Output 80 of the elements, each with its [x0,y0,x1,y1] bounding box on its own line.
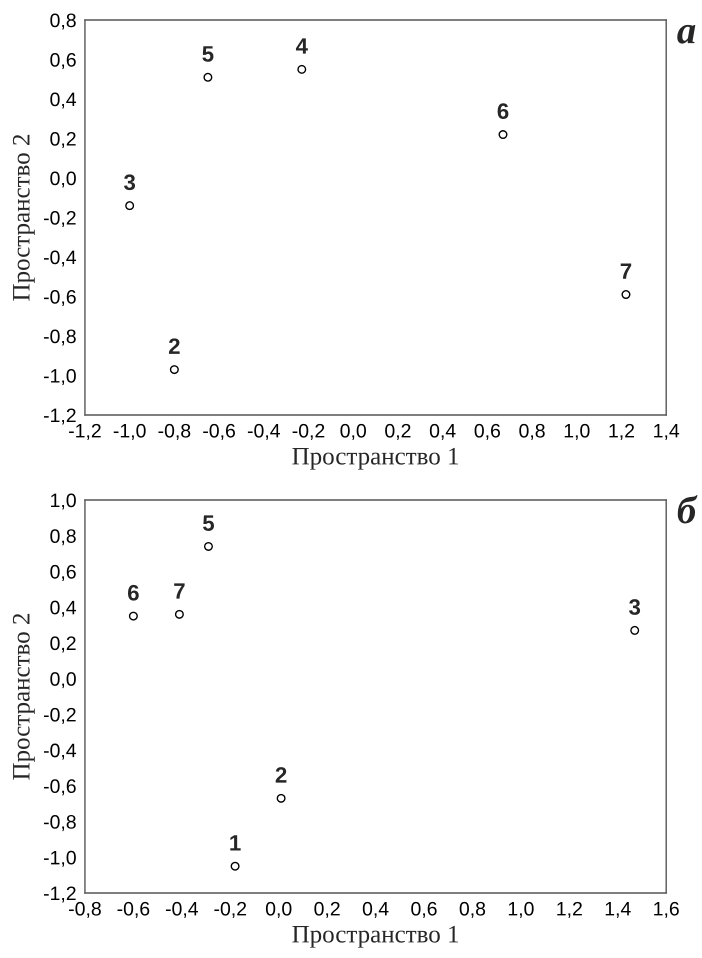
annotation: 6 [128,584,139,601]
y-tick-label: -1,2 [44,886,76,903]
annotation: 5 [202,515,214,531]
annotation: 3 [629,599,640,615]
y-tick-label: 0,8 [50,529,76,546]
annotation: 2 [168,338,180,354]
x-tick-label: 1,0 [564,424,590,440]
annotation: 6 [498,103,508,120]
x-tick-label: 0,0 [266,902,292,918]
x-tick-label: -1,2 [69,424,101,440]
y-tick-label: -0,2 [44,210,76,228]
x-tick-label: 1,2 [609,424,634,440]
point [125,201,134,210]
y-tick-label: -1,0 [44,368,76,386]
y-tick-label: -0,2 [44,708,76,724]
y-axis-title: Пространство 2 [12,614,35,780]
x-tick-label: -1,0 [114,424,146,440]
x-tick-label: 0,6 [411,902,437,918]
x-tick-label: 0,4 [430,424,456,440]
x-tick-label: 0,6 [474,424,500,440]
y-tick-label: 0,0 [50,672,76,688]
chart-title: б [678,495,698,524]
point [128,612,138,621]
y-tick-label: 0,6 [50,564,76,581]
y-tick-label: 0,4 [50,92,76,109]
x-tick-label: -0,6 [203,424,235,440]
point [630,626,640,635]
point [230,862,240,871]
point [621,290,630,300]
x-tick-label: -0,8 [69,902,101,918]
x-tick-label: 1,2 [557,902,582,918]
x-tick-label: 0,2 [314,902,340,918]
x-tick-label: 1,4 [606,902,631,918]
point [498,130,508,140]
y-tick-label: -0,6 [44,290,76,306]
y-tick-label: -0,4 [44,250,76,267]
x-tick-label: -0,6 [117,902,150,918]
x-tick-label: 0,4 [362,902,389,918]
point [276,794,286,803]
point [170,365,179,374]
x-tick-label: 0,0 [340,424,366,440]
y-tick-label: 1,0 [51,493,76,510]
annotation: 7 [620,264,632,279]
y-tick-label: -0,8 [44,815,76,832]
point [203,72,212,82]
x-tick-label: -0,2 [292,424,324,440]
x-tick-label: 0,8 [460,902,486,918]
y-tick-label: 0,0 [50,171,76,188]
x-tick-label: -0,2 [214,902,246,918]
chart-title: а [677,24,696,44]
y-tick-label: 0,2 [50,636,76,652]
x-tick-label: 1,0 [508,902,534,918]
y-tick-label: -1,2 [44,408,76,425]
annotation: 3 [124,174,136,190]
x-tick-label: -0,8 [158,424,190,440]
y-tick-label: -0,8 [44,329,76,346]
y-tick-label: -0,6 [44,779,76,796]
x-tick-label: -0,4 [248,424,280,440]
annotation: 2 [276,767,286,783]
y-tick-label: 0,2 [50,132,76,148]
annotation: 5 [202,46,214,62]
y-axis-title: Пространство 2 [12,134,35,301]
point [297,64,306,74]
x-tick-label: 1,6 [654,902,679,918]
y-tick-label: -1,0 [44,850,76,867]
annotation: 7 [174,583,185,599]
x-tick-label: 0,2 [385,424,410,440]
point [204,542,213,551]
x-tick-label: -0,4 [166,902,198,918]
x-axis-title: Пространство 1 [292,926,458,948]
x-tick-label: 1,4 [654,424,680,440]
y-tick-label: 0,4 [50,600,76,617]
x-tick-label: 0,8 [519,424,545,440]
point [174,610,184,619]
x-axis-title: Пространство 1 [292,448,458,470]
y-tick-label: 0,6 [50,52,76,70]
y-tick-label: 0,8 [50,13,76,30]
annotation: 1 [230,835,241,850]
y-tick-label: -0,4 [44,744,76,760]
annotation: 4 [296,38,308,54]
